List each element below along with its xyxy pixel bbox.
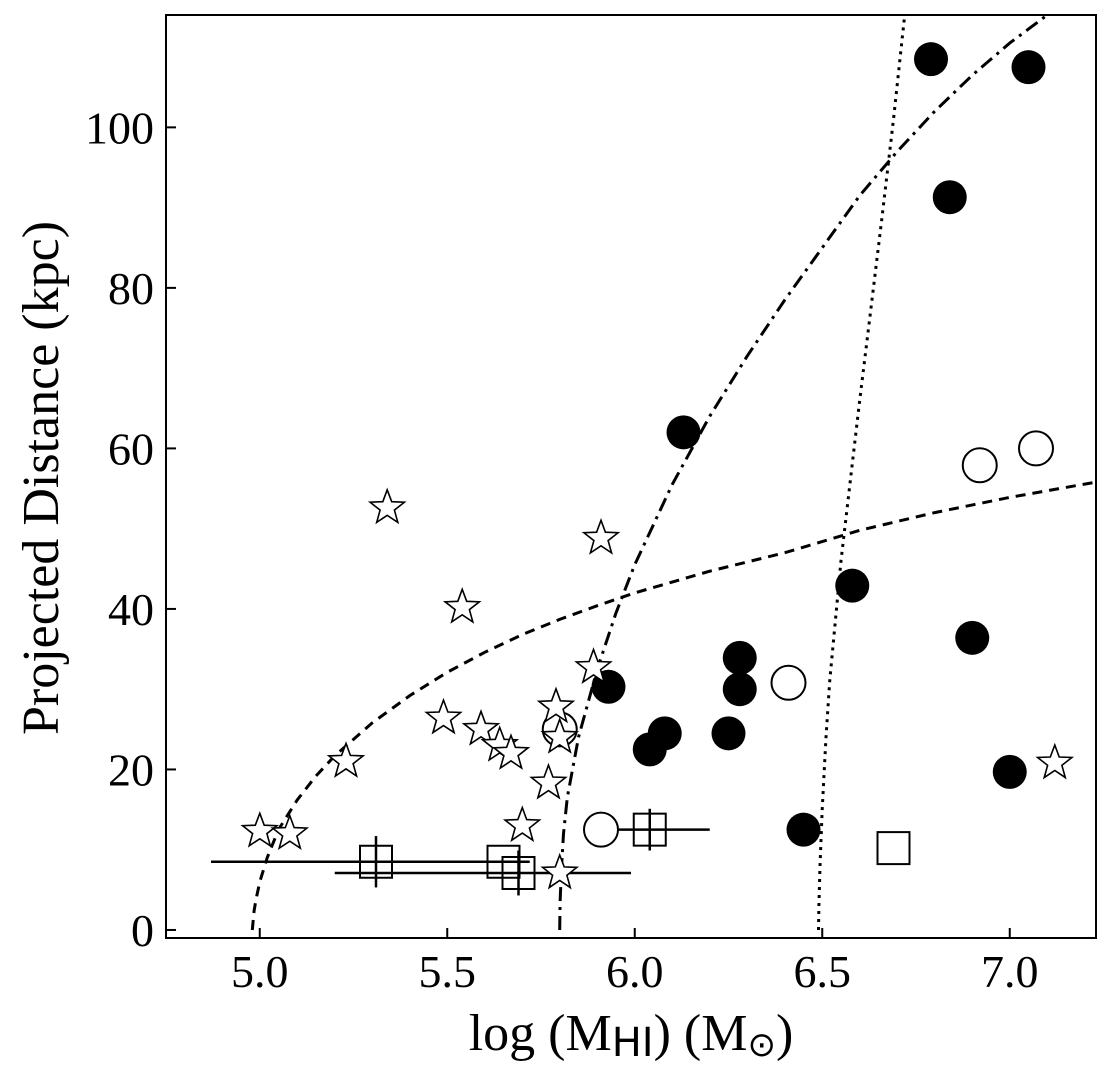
open-star-point (540, 852, 580, 890)
y-tick-label: 40 (108, 584, 154, 635)
open-star-point (540, 716, 580, 754)
open-square-point (359, 844, 393, 879)
filled-circle-point (647, 716, 682, 751)
filled-circle-point (932, 180, 967, 215)
y-tick-label: 60 (108, 423, 154, 474)
open-circle-point (1018, 430, 1054, 467)
plot-frame (165, 14, 1097, 939)
x-tick-label: 5.5 (419, 946, 477, 997)
open-star-point (529, 762, 568, 800)
open-circle-point (961, 447, 998, 484)
filled-circle-point (992, 754, 1027, 789)
filled-circle-point (786, 812, 821, 847)
data-markers (240, 42, 1075, 890)
open-star-point (240, 811, 280, 848)
y-tick-label: 100 (85, 102, 154, 153)
open-star-point (1035, 742, 1075, 780)
open-star-point (581, 517, 621, 555)
filled-circle-point (666, 415, 701, 450)
error-bars (211, 808, 710, 896)
open-star-point (270, 813, 310, 851)
y-axis-label: Projected Distance (kpc) (13, 221, 70, 735)
open-star-point (502, 805, 542, 843)
open-star-point (424, 697, 463, 735)
x-axis-label: log (MHI) (M⊙) (469, 1005, 794, 1066)
open-circle-point (770, 664, 807, 701)
x-tick-label: 6.0 (606, 946, 664, 997)
filled-circle-point (835, 568, 870, 603)
model-curves (250, 15, 1096, 931)
open-star-point (574, 647, 613, 684)
open-circle-point (583, 811, 619, 848)
open-square-point (632, 812, 667, 847)
filled-circle-point (955, 620, 990, 655)
filled-circle-point (1011, 50, 1046, 85)
open-star-point (326, 741, 366, 778)
dash-dot-curve (558, 15, 1049, 931)
dashed-curve (250, 480, 1096, 931)
filled-circle-point (711, 716, 746, 751)
y-tick-label: 80 (108, 263, 154, 314)
filled-circle-point (722, 672, 757, 707)
open-square-point (876, 831, 911, 866)
filled-circle-point (722, 640, 757, 675)
y-axis: 0 20 40 60 80 100 (85, 102, 176, 956)
open-star-point (442, 586, 482, 624)
filled-circle-point (914, 42, 948, 77)
x-tick-label: 6.5 (794, 946, 852, 997)
open-star-point (461, 708, 501, 746)
y-tick-label: 20 (108, 744, 154, 795)
open-star-point (367, 487, 407, 525)
dotted-curve (817, 15, 907, 931)
open-square-point (501, 855, 536, 890)
x-axis: 5.0 5.5 6.0 6.5 7.0 (231, 928, 1039, 997)
open-star-point (536, 686, 576, 724)
open-star-point (491, 733, 531, 770)
x-tick-label: 5.0 (231, 946, 289, 997)
x-tick-label: 7.0 (981, 946, 1039, 997)
y-tick-label: 0 (131, 905, 154, 956)
